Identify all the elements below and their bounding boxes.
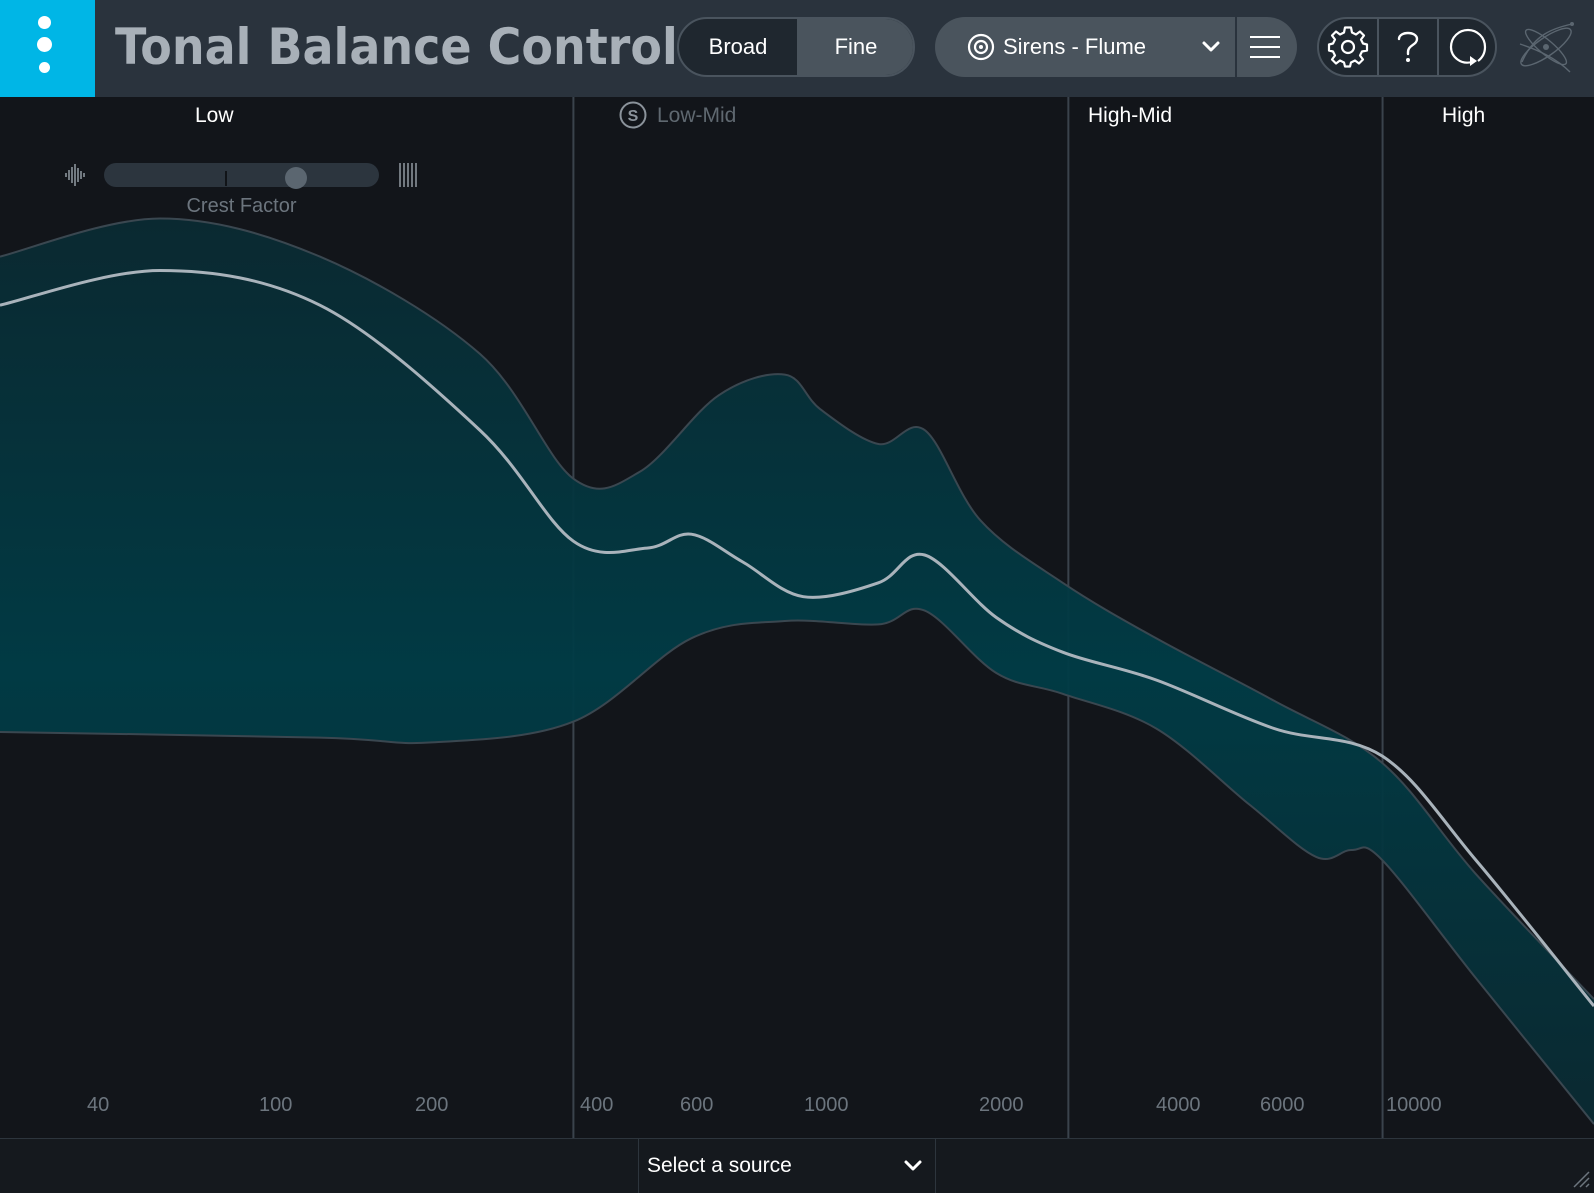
menu-dot-icon [39, 62, 50, 73]
target-center-line [0, 268, 1594, 1008]
band-high-mid-label[interactable]: High-Mid [1088, 104, 1173, 127]
target-divider [1235, 17, 1237, 77]
freq-tick-label: 1000 [804, 1094, 849, 1116]
chevron-down-icon[interactable] [1201, 37, 1221, 57]
utility-toolbar [1317, 17, 1497, 77]
refresh-icon [1449, 28, 1487, 66]
crest-factor-label: Crest Factor [186, 195, 297, 217]
resize-grip-icon[interactable] [1570, 1168, 1590, 1188]
target-icon [967, 33, 995, 61]
help-icon [1397, 31, 1419, 62]
band-high-label[interactable]: High [1442, 104, 1486, 127]
izotope-logo-icon [1519, 22, 1574, 73]
freq-tick-label: 6000 [1260, 1094, 1305, 1116]
menu-dot-icon [38, 16, 51, 29]
target-range-area [0, 218, 1594, 1125]
view-mode-toggle: Broad Fine [677, 17, 915, 77]
band-low-mid-label[interactable]: Low-Mid [657, 104, 737, 127]
source-selector[interactable]: Select a source [638, 1139, 936, 1193]
freq-tick-label: 4000 [1156, 1094, 1201, 1116]
freq-tick-label: 600 [680, 1094, 714, 1116]
freq-tick-label: 400 [580, 1094, 614, 1116]
crest-factor-slider[interactable] [104, 163, 379, 189]
crest-factor-knob[interactable] [285, 167, 308, 189]
dense-waveform-icon [399, 163, 417, 187]
chevron-down-icon [904, 1160, 922, 1171]
hamburger-list-icon[interactable] [1249, 34, 1281, 60]
tonal-balance-graph [0, 97, 1594, 1138]
source-selector-label: Select a source [647, 1154, 792, 1177]
slider-default-tick [225, 171, 227, 186]
solo-label: S [628, 108, 639, 125]
freq-tick-label: 40 [87, 1094, 110, 1116]
settings-button[interactable] [1319, 19, 1377, 75]
peak-waveform-icon [65, 164, 85, 186]
broad-view-button[interactable]: Broad [708, 34, 768, 59]
fine-view-button[interactable]: Fine [797, 19, 913, 75]
gear-icon [1327, 26, 1369, 68]
target-lower-edge [0, 607, 1594, 1125]
menu-dot-icon [37, 37, 52, 52]
crest-factor-control: Crest Factor [60, 160, 420, 224]
freq-tick-label: 100 [259, 1094, 293, 1116]
freq-tick-label: 10000 [1386, 1094, 1442, 1116]
target-selector[interactable]: Sirens - Flume [935, 17, 1297, 77]
app-title: Tonal Balance Control [115, 18, 678, 76]
toolbar-divider [1437, 19, 1439, 75]
freq-tick-label: 2000 [979, 1094, 1024, 1116]
reset-button[interactable] [1439, 19, 1495, 75]
solo-icon[interactable]: S [619, 101, 647, 129]
target-upper-edge [0, 217, 1594, 1000]
target-name: Sirens - Flume [1003, 34, 1147, 59]
main-menu-button[interactable] [0, 0, 95, 97]
help-button[interactable] [1379, 19, 1437, 75]
footer-bar: Select a source [0, 1138, 1594, 1193]
toolbar-divider [1377, 19, 1379, 75]
band-low-label[interactable]: Low [195, 104, 234, 127]
header-bar: Tonal Balance Control Broad Fine Sirens … [0, 0, 1594, 97]
freq-tick-label: 200 [415, 1094, 449, 1116]
